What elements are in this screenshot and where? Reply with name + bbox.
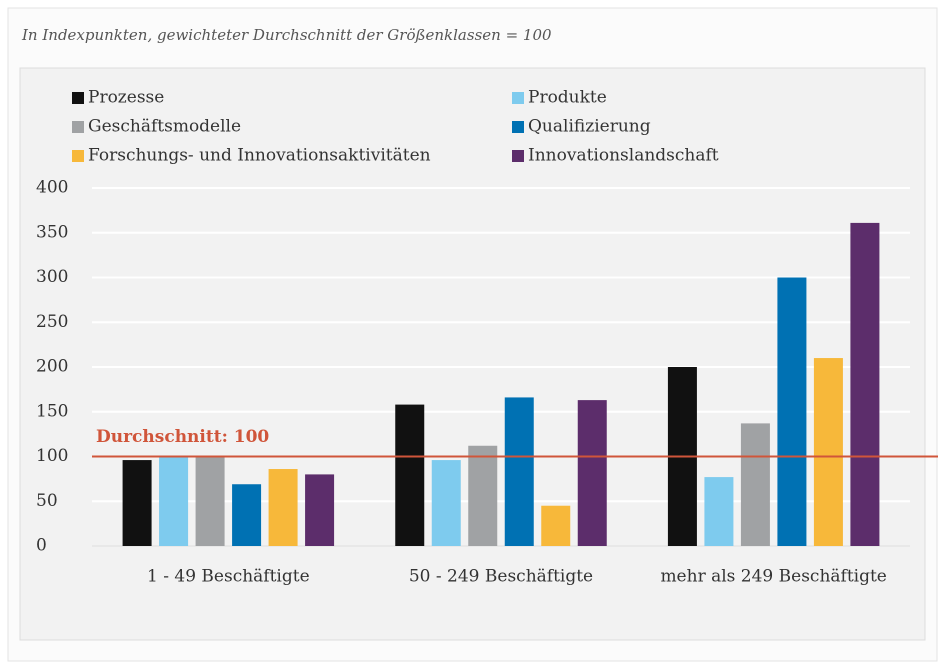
legend-swatch bbox=[512, 121, 524, 133]
reference-label: Durchschnitt: 100 bbox=[96, 427, 269, 447]
bar bbox=[232, 484, 262, 546]
bar bbox=[268, 469, 298, 546]
legend-swatch bbox=[72, 121, 84, 133]
bar bbox=[777, 277, 807, 546]
bar bbox=[159, 455, 189, 546]
bar bbox=[305, 474, 335, 546]
bar bbox=[704, 477, 734, 546]
legend-label: Geschäftsmodelle bbox=[88, 117, 241, 137]
chart-subtitle: In Indexpunkten, gewichteter Durchschnit… bbox=[21, 26, 552, 44]
y-tick-label: 200 bbox=[36, 357, 68, 377]
legend-swatch bbox=[72, 92, 84, 104]
y-tick-label: 350 bbox=[36, 222, 68, 242]
bar bbox=[577, 400, 607, 546]
bar bbox=[813, 358, 843, 546]
bar bbox=[195, 456, 225, 546]
legend-label: Produkte bbox=[528, 88, 607, 108]
legend-label: Innovationslandschaft bbox=[528, 146, 719, 166]
bar bbox=[740, 423, 770, 546]
y-tick-label: 300 bbox=[36, 267, 68, 287]
bar bbox=[122, 460, 152, 546]
legend-label: Forschungs- und Innovationsaktivitäten bbox=[88, 146, 431, 166]
legend-swatch bbox=[512, 92, 524, 104]
y-tick-label: 400 bbox=[36, 178, 68, 198]
x-tick-label: 50 - 249 Beschäftigte bbox=[409, 567, 593, 587]
x-tick-label: 1 - 49 Beschäftigte bbox=[147, 567, 310, 587]
legend-label: Prozesse bbox=[88, 88, 164, 108]
bar bbox=[850, 222, 880, 546]
legend-label: Qualifizierung bbox=[528, 117, 651, 137]
x-tick-label: mehr als 249 Beschäftigte bbox=[660, 567, 886, 587]
y-tick-label: 250 bbox=[36, 312, 68, 332]
y-tick-label: 50 bbox=[36, 491, 58, 511]
y-tick-label: 0 bbox=[36, 536, 47, 556]
y-tick-label: 150 bbox=[36, 401, 68, 421]
bar bbox=[468, 445, 498, 546]
bar bbox=[431, 460, 461, 546]
legend-swatch bbox=[72, 150, 84, 162]
bar bbox=[541, 505, 571, 546]
bar bbox=[504, 397, 534, 546]
legend-swatch bbox=[512, 150, 524, 162]
bar bbox=[395, 404, 425, 546]
y-tick-label: 100 bbox=[36, 446, 68, 466]
